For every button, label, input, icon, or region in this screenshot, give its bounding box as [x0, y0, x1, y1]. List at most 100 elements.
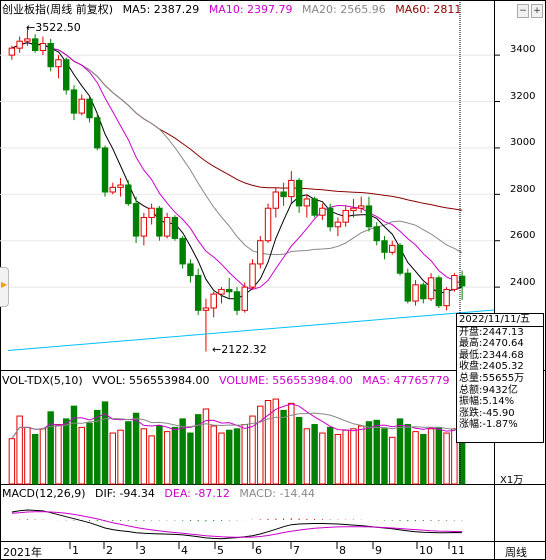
tooltip-change: 涨跌:-45.90 [459, 407, 515, 419]
candle-body [319, 207, 326, 216]
dea-label: DEA: -87.12 [164, 487, 230, 500]
candle-body [226, 288, 233, 293]
candle-body [404, 272, 411, 302]
candle-body [295, 179, 303, 207]
macd-series [11, 509, 463, 540]
candle-body [412, 284, 419, 302]
candle-body [389, 244, 396, 253]
candle-body [288, 179, 295, 198]
candle-body [8, 47, 16, 56]
candle-body [396, 244, 404, 274]
vol-header: VOL-TDX(5,10) VVOL: 556553984.00 VOLUME:… [2, 374, 455, 388]
volume-bar [132, 412, 140, 485]
volume-bar [63, 418, 70, 485]
ma10-label: MA10: 2397.79 [208, 3, 293, 16]
macd-title: MACD(12,26,9) [2, 487, 86, 500]
left-scroll-handle[interactable]: ▶ [0, 267, 9, 307]
volume-bar [148, 435, 155, 485]
volume-bar [163, 431, 171, 485]
candle-body [303, 198, 311, 207]
candle-body [342, 210, 349, 223]
tooltip-high: 最高:2470.64 [459, 338, 524, 350]
zoom-out-button[interactable]: − [517, 4, 529, 18]
volume-bar [117, 429, 124, 485]
volume-bar [210, 425, 217, 485]
dif-label: DIF: -94.34 [95, 487, 155, 500]
macd-header: MACD(12,26,9) DIF: -94.34 DEA: -87.12 MA… [2, 487, 321, 501]
candle-body [435, 277, 443, 307]
volume-bar [86, 422, 93, 485]
volume-bar [373, 419, 380, 485]
month-4: 4 [181, 544, 188, 557]
volume-bar [303, 428, 311, 485]
candle-body [264, 207, 272, 242]
candle-body [132, 203, 140, 237]
volume-bar [39, 428, 47, 485]
long-ma-line [7, 309, 495, 351]
data-tooltip: 2022/11/11/五 开盘:2447.13 最高:2470.64 最低:23… [456, 313, 544, 443]
volume-bar [319, 432, 326, 485]
candle-body [365, 205, 373, 228]
zoom-in-button[interactable]: + [531, 4, 543, 18]
volume-bar [47, 411, 54, 485]
period-label[interactable]: 周线 [505, 546, 527, 559]
volume-bar [24, 426, 31, 485]
candle-body [156, 207, 163, 237]
volume-bar [202, 408, 210, 485]
candle-body [326, 207, 334, 228]
volume-bar [443, 432, 450, 485]
volume-bar [334, 433, 342, 485]
volume-unit: X1万 [500, 475, 524, 486]
ma60-label: MA60: 2811 [395, 3, 462, 16]
month-5: 5 [217, 544, 224, 557]
low-annotation: ←2122.32 [212, 343, 267, 356]
volume-bar [365, 421, 373, 485]
dif-line [11, 509, 463, 540]
candle-body [311, 198, 318, 216]
month-8: 8 [339, 544, 346, 557]
candle-body [381, 240, 388, 253]
tooltip-change-pct: 涨幅:-1.87% [459, 419, 518, 431]
candle-body [357, 205, 365, 209]
candle-body [241, 286, 248, 311]
volume-bar [326, 426, 334, 485]
candle-body [171, 217, 179, 239]
low-value: 2122.32 [221, 343, 267, 356]
candle-body [24, 38, 31, 42]
volume-bar [381, 428, 388, 485]
candle-body [280, 191, 287, 198]
vol-ma5-label: MA5: 47765779 [362, 374, 450, 387]
volume-bar [226, 429, 233, 485]
month-6: 6 [255, 544, 262, 557]
ma20-line [11, 42, 463, 256]
volume-bar [218, 432, 225, 485]
volume-bar [140, 428, 148, 485]
vvol-label: VVOL: 556553984.00 [92, 374, 210, 387]
month-7: 7 [293, 544, 300, 557]
volume-bars [8, 398, 466, 485]
candle-body [187, 263, 194, 277]
ma5-label: MA5: 2387.29 [122, 3, 200, 16]
candle-body [420, 284, 427, 300]
macd-label: MACD: -14.44 [239, 487, 315, 500]
candle-body [233, 291, 241, 311]
candle-body [55, 59, 62, 68]
volume-label: VOLUME: 556553984.00 [219, 374, 353, 387]
volume-bar [295, 416, 303, 485]
candle-body [443, 288, 450, 307]
volume-bar [427, 428, 435, 485]
price-tick-3000: 3000 [510, 137, 536, 148]
volume-bar [404, 424, 411, 485]
volume-bar [94, 409, 101, 485]
volume-bar [194, 414, 202, 485]
volume-bar [187, 432, 194, 485]
candle-body [249, 263, 256, 288]
volume-bar [16, 415, 23, 485]
tooltip-amplitude: 振幅:5.14% [459, 396, 515, 408]
high-annotation: ←3522.50 [26, 21, 81, 34]
volume-bar [55, 424, 62, 485]
tooltip-date: 2022/11/11/五 [457, 314, 543, 327]
volume-bar [288, 402, 295, 485]
volume-bar [179, 418, 186, 485]
